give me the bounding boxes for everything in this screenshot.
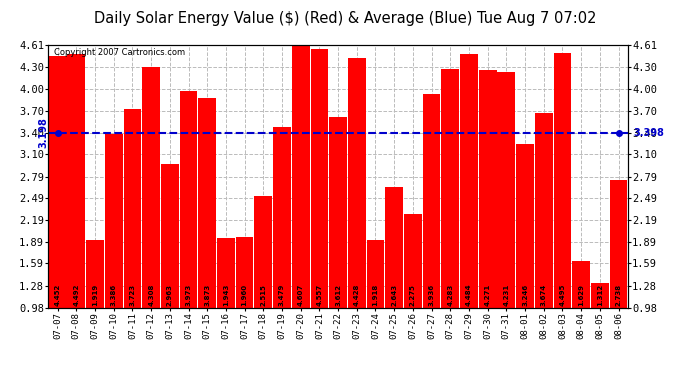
- Bar: [329, 117, 347, 308]
- Bar: [255, 196, 272, 308]
- Text: 3.674: 3.674: [541, 284, 546, 306]
- Text: 2.275: 2.275: [410, 284, 416, 306]
- Text: 2.515: 2.515: [260, 284, 266, 306]
- Text: 3.386: 3.386: [110, 284, 117, 306]
- Text: 3.612: 3.612: [335, 284, 341, 306]
- Text: 3.723: 3.723: [130, 284, 135, 306]
- Bar: [442, 69, 459, 308]
- Bar: [553, 53, 571, 307]
- Bar: [535, 112, 553, 308]
- Bar: [610, 180, 627, 308]
- Text: 1.943: 1.943: [223, 284, 229, 306]
- Bar: [68, 54, 86, 307]
- Text: 1.918: 1.918: [373, 284, 379, 306]
- Bar: [179, 91, 197, 308]
- Bar: [198, 98, 216, 308]
- Text: 4.607: 4.607: [297, 284, 304, 306]
- Bar: [516, 144, 534, 308]
- Bar: [385, 187, 403, 308]
- Bar: [497, 72, 515, 308]
- Bar: [591, 284, 609, 308]
- Text: 4.484: 4.484: [466, 284, 472, 306]
- Text: 4.271: 4.271: [484, 284, 491, 306]
- Text: 2.738: 2.738: [615, 284, 622, 306]
- Text: 3.973: 3.973: [186, 284, 192, 306]
- Bar: [142, 67, 160, 308]
- Bar: [348, 58, 366, 308]
- Text: Copyright 2007 Cartronics.com: Copyright 2007 Cartronics.com: [54, 48, 185, 57]
- Text: 2.963: 2.963: [167, 284, 172, 306]
- Text: 1.919: 1.919: [92, 284, 98, 306]
- Text: 3.398: 3.398: [633, 128, 664, 138]
- Text: 3.479: 3.479: [279, 284, 285, 306]
- Text: 3.873: 3.873: [204, 284, 210, 306]
- Bar: [572, 261, 590, 308]
- Text: 1.960: 1.960: [241, 284, 248, 306]
- Text: 3.198: 3.198: [39, 117, 48, 148]
- Text: 4.495: 4.495: [560, 284, 566, 306]
- Bar: [479, 69, 497, 308]
- Bar: [105, 134, 123, 308]
- Text: 1.312: 1.312: [597, 284, 603, 306]
- Bar: [236, 237, 253, 308]
- Bar: [460, 54, 478, 307]
- Bar: [161, 164, 179, 308]
- Text: 4.557: 4.557: [317, 284, 322, 306]
- Bar: [217, 238, 235, 308]
- Text: Daily Solar Energy Value ($) (Red) & Average (Blue) Tue Aug 7 07:02: Daily Solar Energy Value ($) (Red) & Ave…: [94, 11, 596, 26]
- Text: 4.428: 4.428: [354, 284, 359, 306]
- Text: 3.246: 3.246: [522, 284, 528, 306]
- Bar: [124, 109, 141, 307]
- Bar: [404, 214, 422, 308]
- Bar: [86, 240, 104, 308]
- Bar: [366, 240, 384, 308]
- Text: 4.452: 4.452: [55, 284, 61, 306]
- Bar: [423, 94, 440, 308]
- Bar: [292, 45, 310, 308]
- Text: 4.492: 4.492: [73, 284, 79, 306]
- Bar: [49, 56, 66, 308]
- Text: 2.643: 2.643: [391, 284, 397, 306]
- Text: 1.629: 1.629: [578, 284, 584, 306]
- Text: 4.308: 4.308: [148, 284, 154, 306]
- Text: 4.231: 4.231: [504, 284, 509, 306]
- Bar: [310, 49, 328, 308]
- Bar: [273, 127, 291, 308]
- Text: 4.283: 4.283: [447, 284, 453, 306]
- Text: 3.936: 3.936: [428, 284, 435, 306]
